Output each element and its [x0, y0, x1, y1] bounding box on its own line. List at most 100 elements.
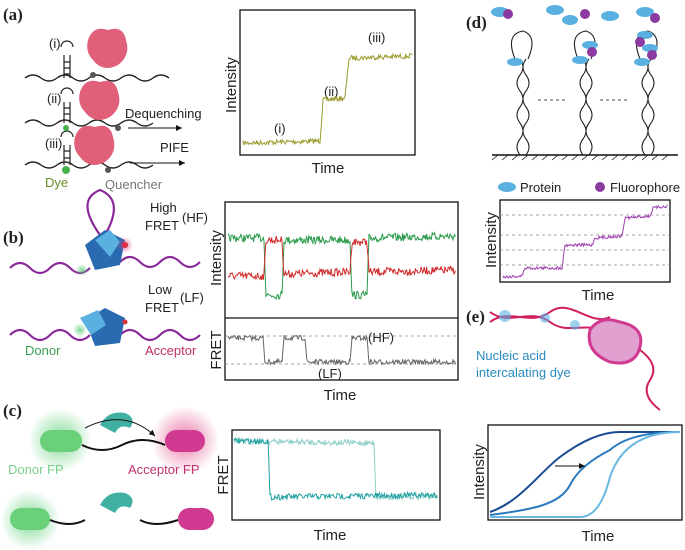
- shape: [587, 318, 643, 365]
- shape: [9, 328, 201, 342]
- shape: [122, 242, 128, 248]
- shape: [24, 74, 170, 82]
- shape: [490, 431, 681, 518]
- annotation: High: [150, 200, 177, 215]
- shape: [503, 9, 513, 19]
- acceptor-label: Acceptor: [145, 343, 197, 358]
- shape: [639, 349, 661, 411]
- annotation: (LF): [180, 290, 204, 305]
- shape: [635, 37, 645, 47]
- annotation: FRET: [145, 218, 179, 233]
- shape: [491, 154, 669, 161]
- legend-label: Protein: [520, 180, 561, 195]
- trace: [233, 436, 439, 501]
- shape: [115, 125, 121, 131]
- shape: [122, 319, 128, 325]
- shape: [178, 508, 214, 530]
- trace: [227, 231, 456, 301]
- donor-label: Donor: [25, 343, 61, 358]
- shape: [498, 182, 516, 192]
- shape: [231, 429, 441, 521]
- x-axis-label: Time: [312, 160, 345, 177]
- shape: [95, 230, 120, 257]
- panel-a: (a) (i) (ii) (iii) Dequenching PIFE Dye …: [3, 5, 416, 192]
- shape: [595, 182, 605, 192]
- shape: [499, 199, 671, 283]
- panel-label: (e): [466, 307, 485, 326]
- legend-label: Fluorophore: [610, 180, 680, 195]
- step-label: (ii): [324, 84, 338, 99]
- annotation: (HF): [368, 330, 394, 345]
- shape: [10, 508, 50, 530]
- dye-label: Dye: [45, 175, 68, 190]
- panel-label: (c): [3, 401, 22, 420]
- annotation: Nucleic acid: [476, 348, 546, 363]
- panel-d: (d) Protein Fluorophore Intensity Time: [466, 5, 680, 304]
- y-axis-label: FRET: [208, 330, 225, 369]
- shape: [165, 430, 205, 452]
- state-label: (iii): [45, 136, 62, 151]
- shape: [510, 30, 658, 156]
- annotation: Dequenching: [125, 106, 202, 121]
- shape: [100, 412, 133, 433]
- x-axis-label: Time: [324, 387, 357, 404]
- shape: [86, 188, 115, 236]
- shape: [49, 519, 179, 525]
- annotation: Low: [148, 282, 172, 297]
- x-axis-label: Time: [582, 287, 615, 304]
- shape: [74, 125, 115, 166]
- shape: [24, 119, 154, 127]
- shape: [634, 58, 650, 66]
- shape: [224, 201, 459, 381]
- shape: [100, 492, 133, 513]
- shape: [79, 80, 120, 121]
- shape: [572, 56, 588, 64]
- shape: [9, 255, 201, 275]
- state-label: (ii): [47, 91, 61, 106]
- panel-label: (d): [466, 13, 487, 32]
- shape: [570, 320, 580, 330]
- panel-c: (c) Donor FP Acceptor FP FRET Time: [0, 401, 441, 550]
- shape: [650, 13, 660, 23]
- shape: [647, 50, 657, 60]
- shape: [562, 15, 578, 25]
- shape: [73, 323, 87, 337]
- annotation: (LF): [318, 366, 342, 381]
- y-axis-label: Intensity: [483, 212, 500, 268]
- shape: [62, 166, 70, 174]
- trace: [227, 236, 456, 281]
- shape: [81, 439, 166, 451]
- shape: [582, 41, 598, 49]
- donor-label: Donor FP: [8, 462, 64, 477]
- shape: [637, 31, 653, 39]
- step-label: (iii): [368, 30, 385, 45]
- shape: [76, 264, 88, 276]
- state-label: (i): [49, 36, 61, 51]
- step-label: (i): [274, 121, 286, 136]
- panel-b: (b) High FRET (HF) Low FRET (LF) Donor A…: [3, 188, 459, 404]
- trace: [242, 52, 413, 146]
- shape: [587, 47, 597, 57]
- shape: [510, 30, 533, 156]
- acceptor-label: Acceptor FP: [128, 462, 200, 477]
- y-axis-label: Intensity: [208, 230, 225, 286]
- shape: [507, 58, 523, 66]
- shape: [487, 424, 683, 521]
- trace: [233, 437, 438, 502]
- trace: [502, 204, 668, 279]
- annotation: FRET: [145, 300, 179, 315]
- shape: [580, 9, 590, 19]
- shape: [84, 419, 156, 437]
- panel-label: (a): [3, 5, 23, 24]
- y-axis-label: Intensity: [471, 444, 488, 500]
- shape: [540, 313, 550, 323]
- y-axis-label: FRET: [215, 455, 232, 494]
- shape: [105, 167, 111, 173]
- shape: [601, 11, 619, 21]
- annotation: PIFE: [160, 140, 189, 155]
- quencher-label: Quencher: [105, 177, 163, 192]
- shape: [87, 28, 128, 69]
